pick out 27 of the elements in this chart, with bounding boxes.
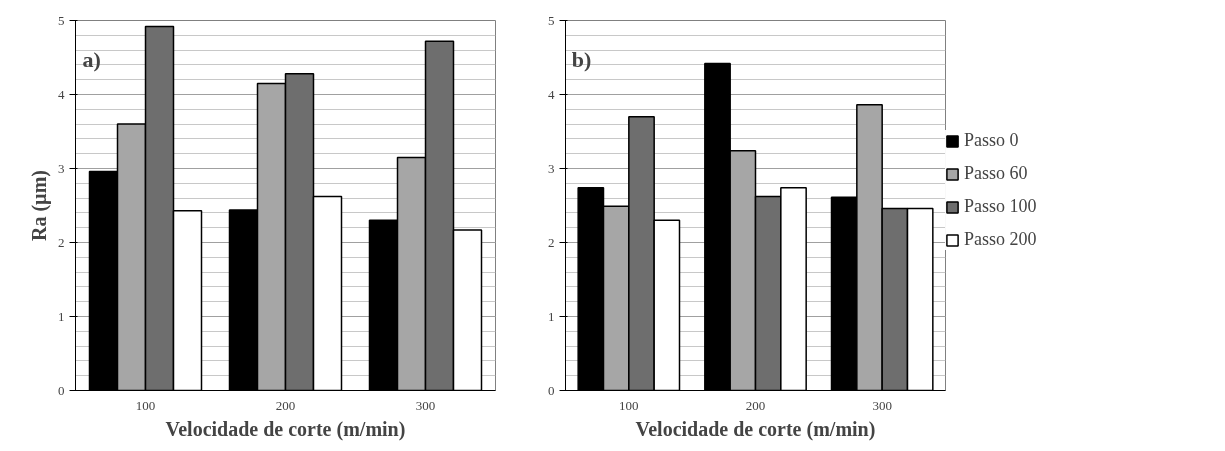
x-tick-label: 300: [872, 397, 892, 413]
y-tick-label: 0: [58, 382, 65, 398]
y-tick-label: 0: [548, 382, 555, 398]
y-axis-title: Ra (µm): [28, 170, 51, 241]
y-tick-label: 1: [58, 308, 65, 324]
y-tick-label: 3: [58, 160, 65, 176]
y-tick-label: 2: [58, 234, 65, 250]
x-tick-label: 200: [745, 397, 766, 413]
x-tick-label: 200: [275, 397, 296, 413]
y-tick-label: 1: [548, 308, 555, 324]
x-tick-label: 100: [619, 397, 639, 413]
annotation: b): [571, 47, 592, 73]
legend-label: Passo 100: [964, 196, 1038, 217]
y-tick-label: 5: [58, 12, 65, 28]
x-tick-label: 300: [415, 397, 436, 413]
legend-label: Passo 60: [964, 163, 1029, 184]
annotation: a): [82, 47, 101, 73]
x-axis-title: Velocidade de corte (m/min): [165, 417, 406, 441]
x-axis-title: Velocidade de corte (m/min): [635, 417, 876, 441]
legend-label: Passo 200: [964, 229, 1038, 250]
y-tick-label: 3: [548, 160, 555, 176]
y-tick-label: 5: [548, 12, 555, 28]
y-tick-label: 2: [548, 234, 555, 250]
legend-label: Passo 0: [964, 130, 1020, 151]
y-tick-label: 4: [58, 86, 65, 102]
y-tick-label: 4: [548, 86, 555, 102]
x-tick-label: 100: [135, 397, 156, 413]
